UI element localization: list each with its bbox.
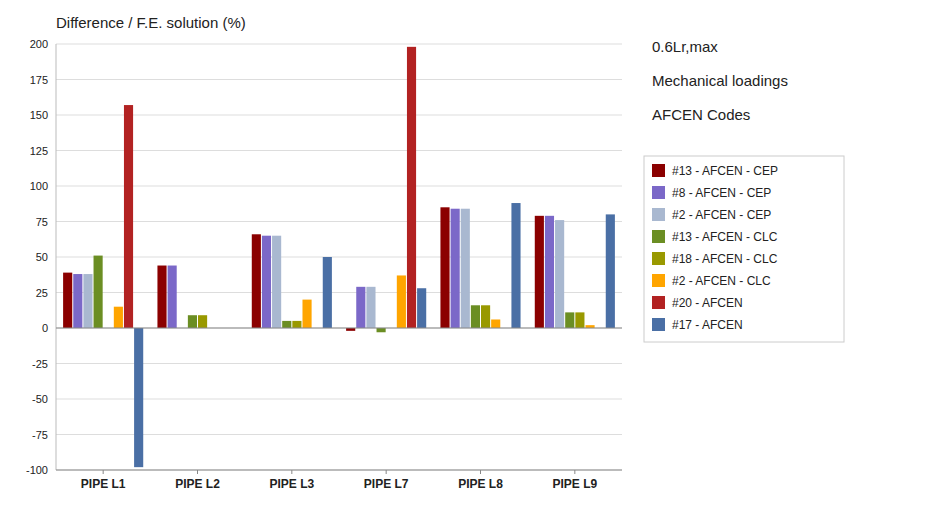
bar xyxy=(73,274,82,328)
bar xyxy=(606,214,615,328)
x-tick xyxy=(197,470,198,474)
bar xyxy=(94,256,103,328)
legend: #13 - AFCEN - CEP #8 - AFCEN - CEP #2 - AF… xyxy=(644,156,844,342)
bar xyxy=(188,315,197,328)
bar xyxy=(397,275,406,328)
grid-line xyxy=(56,44,622,45)
y-tick-label: 25 xyxy=(36,287,48,299)
y-tick-label: 200 xyxy=(30,38,48,50)
legend-label: #17 - AFCEN xyxy=(672,318,743,332)
legend-label: #20 - AFCEN xyxy=(672,296,743,310)
legend-swatch xyxy=(652,274,665,287)
grid-line xyxy=(56,186,622,187)
grid-line xyxy=(56,470,622,471)
grid-line xyxy=(56,79,622,80)
bar xyxy=(124,105,133,328)
x-tick-label: PIPE L9 xyxy=(552,477,597,491)
x-tick-label: PIPE L7 xyxy=(364,477,409,491)
annotation: 0.6Lr,max xyxy=(652,38,718,55)
annotation: AFCEN Codes xyxy=(652,106,750,123)
legend-label: #13 - AFCEN - CEP xyxy=(672,164,778,178)
annotation: Mechanical loadings xyxy=(652,72,788,89)
bar xyxy=(461,209,470,328)
y-tick-label: -100 xyxy=(26,464,48,476)
y-tick-label: 125 xyxy=(30,145,48,157)
y-tick-label: -50 xyxy=(32,393,48,405)
bar xyxy=(323,257,332,328)
bar xyxy=(83,274,92,328)
y-tick-label: -25 xyxy=(32,358,48,370)
grid xyxy=(56,44,622,470)
x-tick-label: PIPE L8 xyxy=(458,477,503,491)
bar xyxy=(292,321,301,328)
y-tick-label: 175 xyxy=(30,74,48,86)
bar xyxy=(417,288,426,328)
bar xyxy=(302,300,311,328)
x-tick xyxy=(291,470,292,474)
grid-line xyxy=(56,328,622,329)
x-tick-label: PIPE L1 xyxy=(81,477,126,491)
bar xyxy=(565,312,574,328)
bar xyxy=(545,216,554,328)
legend-swatch xyxy=(652,164,665,177)
bar xyxy=(440,207,449,328)
bar xyxy=(491,319,500,328)
y-axis-line xyxy=(56,44,57,470)
bar xyxy=(366,287,375,328)
bar xyxy=(555,220,564,328)
x-tick xyxy=(103,470,104,474)
legend-label: #18 - AFCEN - CLC xyxy=(672,252,778,266)
bar xyxy=(252,234,261,328)
bar xyxy=(356,287,365,328)
bar xyxy=(272,236,281,328)
grid-line xyxy=(56,150,622,151)
bar xyxy=(63,273,72,328)
legend-swatch xyxy=(652,296,665,309)
legend-label: #2 - AFCEN - CLC xyxy=(672,274,771,288)
bar xyxy=(481,305,490,328)
legend-frame xyxy=(644,156,844,342)
x-tick-label: PIPE L2 xyxy=(175,477,220,491)
bar xyxy=(168,266,177,328)
bars xyxy=(63,47,615,467)
bar xyxy=(157,266,166,328)
bar xyxy=(511,203,520,328)
bar xyxy=(198,315,207,328)
bar xyxy=(575,312,584,328)
legend-label: #8 - AFCEN - CEP xyxy=(672,186,771,200)
y-tick-label: 150 xyxy=(30,109,48,121)
bar xyxy=(451,209,460,328)
bar xyxy=(377,328,386,332)
chart: -100 -75 -50 -25 0 25 50 75 100 125 150 175 200 PIPE … xyxy=(0,0,946,518)
x-axis-line xyxy=(56,470,622,471)
grid-line xyxy=(56,115,622,116)
zero-line xyxy=(56,328,622,329)
legend-swatch xyxy=(652,318,665,331)
title: Difference / F.E. solution (%) xyxy=(56,14,246,31)
y-tick-label: 50 xyxy=(36,251,48,263)
bar xyxy=(407,47,416,328)
bar xyxy=(134,328,143,467)
x-tick xyxy=(480,470,481,474)
bar xyxy=(535,216,544,328)
x-tick xyxy=(574,470,575,474)
bar xyxy=(114,307,123,328)
y-tick-label: 0 xyxy=(42,322,48,334)
legend-swatch xyxy=(652,252,665,265)
legend-swatch xyxy=(652,208,665,221)
bar xyxy=(262,236,271,328)
bar xyxy=(282,321,291,328)
bar xyxy=(471,305,480,328)
x-tick-label: PIPE L3 xyxy=(269,477,314,491)
y-tick-label: 75 xyxy=(36,216,48,228)
y-tick-label: -75 xyxy=(32,429,48,441)
legend-label: #2 - AFCEN - CEP xyxy=(672,208,771,222)
legend-swatch xyxy=(652,186,665,199)
legend-label: #13 - AFCEN - CLC xyxy=(672,230,778,244)
x-tick xyxy=(386,470,387,474)
legend-swatch xyxy=(652,230,665,243)
y-tick-label: 100 xyxy=(30,180,48,192)
